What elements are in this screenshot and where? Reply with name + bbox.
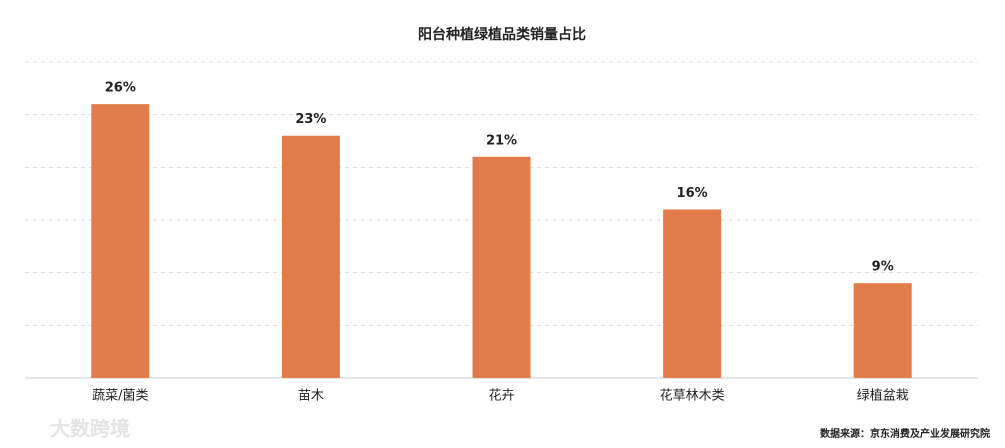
bar [91, 104, 150, 378]
bar [281, 135, 340, 378]
chart-title: 阳台种植绿植品类销量占比 [418, 26, 586, 43]
source-note: 数据来源：京东消费及产业发展研究院 [820, 427, 990, 440]
data-label: 21% [486, 133, 517, 148]
bar [472, 156, 531, 378]
bar [853, 283, 912, 378]
bar [663, 209, 722, 378]
x-tick-label: 蔬菜/菌类 [92, 389, 148, 404]
x-tick-label: 苗木 [298, 389, 324, 404]
data-label: 23% [295, 112, 326, 127]
data-label: 16% [677, 186, 708, 201]
x-tick-label: 花卉 [488, 388, 514, 404]
data-label: 9% [872, 260, 894, 275]
data-label: 26% [105, 81, 136, 96]
x-tick-label: 绿植盆栽 [857, 388, 909, 404]
x-tick-label: 花草林木类 [660, 388, 725, 404]
watermark: 大数跨境 [50, 417, 130, 441]
